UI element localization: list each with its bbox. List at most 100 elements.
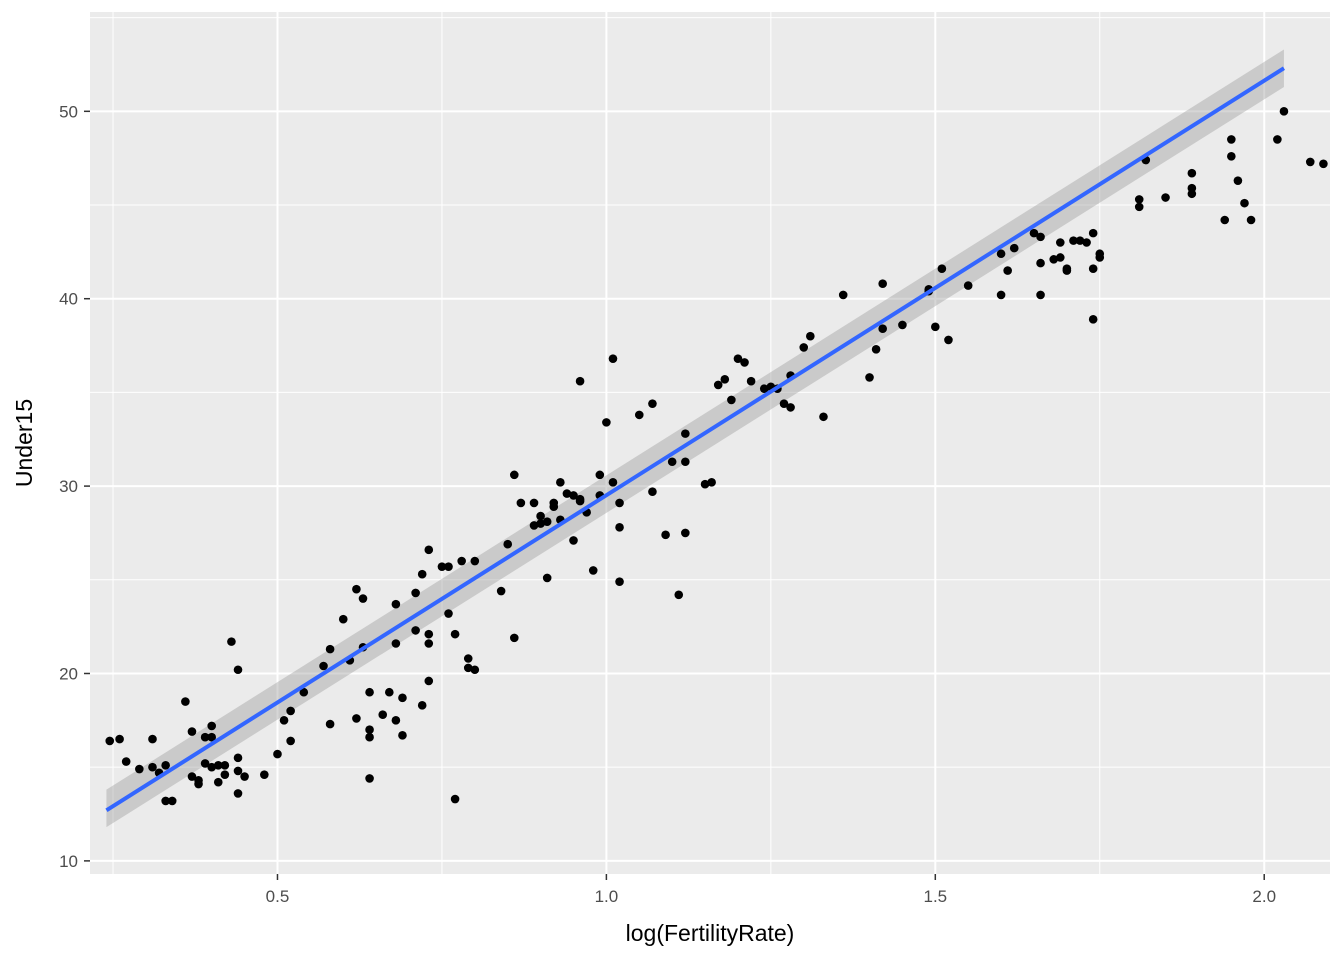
data-point	[1069, 236, 1078, 245]
data-point	[529, 521, 539, 530]
data-point	[648, 487, 657, 497]
data-point	[450, 794, 460, 804]
data-point	[996, 290, 1006, 300]
data-point	[615, 577, 624, 586]
data-point	[727, 395, 736, 405]
data-point	[378, 710, 388, 720]
data-point	[450, 629, 460, 639]
data-point	[358, 594, 368, 603]
data-point	[444, 609, 453, 618]
data-point	[385, 687, 394, 697]
x-tick-label: 0.5	[266, 887, 290, 906]
data-point	[417, 569, 427, 579]
x-axis-title: log(FertilityRate)	[626, 920, 795, 946]
data-point	[227, 637, 236, 646]
data-point	[1036, 290, 1045, 300]
data-point	[569, 491, 578, 500]
data-point	[733, 354, 743, 363]
data-point	[516, 498, 526, 508]
data-point	[1161, 193, 1170, 202]
data-point	[779, 399, 789, 408]
data-point	[661, 530, 670, 540]
data-point	[1003, 266, 1012, 275]
data-point	[1075, 236, 1085, 245]
data-point	[509, 470, 519, 480]
data-point	[1055, 253, 1065, 262]
data-point	[1049, 255, 1059, 264]
data-point	[575, 376, 585, 386]
x-tick-label: 1.5	[923, 887, 947, 906]
data-point	[713, 380, 723, 390]
data-point	[562, 489, 572, 498]
data-point	[167, 796, 177, 806]
data-point	[1240, 198, 1249, 208]
data-point	[424, 676, 434, 686]
data-point	[365, 687, 374, 697]
data-point	[1036, 258, 1045, 268]
data-point	[720, 374, 730, 384]
data-point	[799, 343, 809, 352]
data-point	[556, 478, 565, 487]
data-point	[233, 753, 243, 763]
regression-line	[105, 66, 1286, 812]
data-point	[509, 633, 519, 643]
data-point	[1036, 232, 1045, 242]
data-point	[365, 732, 374, 742]
data-point	[503, 539, 513, 549]
data-point	[569, 536, 578, 545]
data-point	[871, 345, 881, 354]
data-point	[963, 281, 973, 290]
data-point	[634, 410, 644, 420]
data-point	[615, 498, 624, 508]
data-point	[424, 545, 434, 555]
data-point	[615, 523, 624, 532]
data-point	[463, 663, 473, 673]
y-tick-label: 10	[59, 852, 78, 871]
data-point	[207, 732, 216, 742]
data-point	[542, 517, 552, 527]
data-point	[575, 496, 585, 506]
data-point	[1227, 135, 1236, 144]
data-point	[536, 511, 545, 521]
data-point	[838, 290, 848, 300]
data-point	[352, 584, 361, 594]
data-point	[759, 384, 769, 393]
data-point	[1088, 228, 1098, 238]
data-point	[325, 644, 335, 654]
data-point	[931, 322, 940, 332]
data-point	[463, 654, 473, 663]
data-point	[213, 777, 223, 787]
data-point	[273, 749, 282, 759]
data-point	[1305, 157, 1315, 167]
data-point	[365, 725, 374, 735]
data-point	[944, 335, 953, 345]
plot-panel	[90, 12, 1330, 874]
data-point	[595, 470, 605, 480]
data-point	[187, 727, 197, 736]
data-point	[279, 716, 289, 725]
data-point	[161, 761, 170, 770]
data-point	[674, 590, 684, 600]
data-point	[233, 665, 243, 675]
data-point	[1233, 176, 1243, 185]
data-point	[299, 687, 309, 697]
data-point	[1273, 135, 1282, 144]
data-point	[681, 457, 690, 467]
data-point	[608, 354, 618, 363]
data-point	[549, 498, 559, 508]
data-point	[424, 629, 434, 639]
data-point	[424, 639, 434, 648]
data-point	[865, 373, 874, 382]
data-point	[1220, 215, 1230, 225]
data-point	[338, 614, 348, 624]
data-point	[260, 770, 269, 779]
data-point	[286, 736, 295, 746]
data-point	[200, 759, 210, 768]
data-point	[937, 264, 947, 274]
data-point	[187, 772, 197, 781]
data-point	[200, 732, 210, 742]
data-point	[1095, 253, 1105, 262]
data-point	[529, 498, 539, 508]
data-point	[220, 770, 230, 779]
data-point	[700, 479, 710, 489]
